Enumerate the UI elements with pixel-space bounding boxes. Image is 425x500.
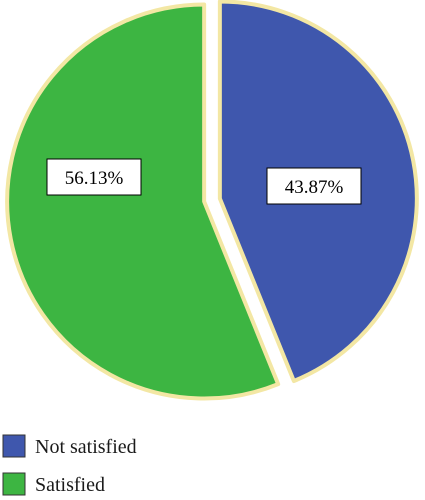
slice-labels: 43.87% 56.13% (46, 158, 362, 205)
legend-label: Not satisfied (35, 436, 137, 458)
slice-value-label: 43.87% (285, 177, 344, 198)
pie-slice-satisfied (5, 2, 281, 401)
slice-value-label: 56.13% (65, 168, 124, 189)
slice-label-box (46, 158, 142, 196)
legend-swatch (2, 472, 26, 496)
legend-swatch (2, 434, 26, 458)
slice-label-box (266, 167, 362, 205)
legend-label: Satisfied (35, 474, 105, 496)
legend: Not satisfied Satisfied (2, 434, 137, 496)
